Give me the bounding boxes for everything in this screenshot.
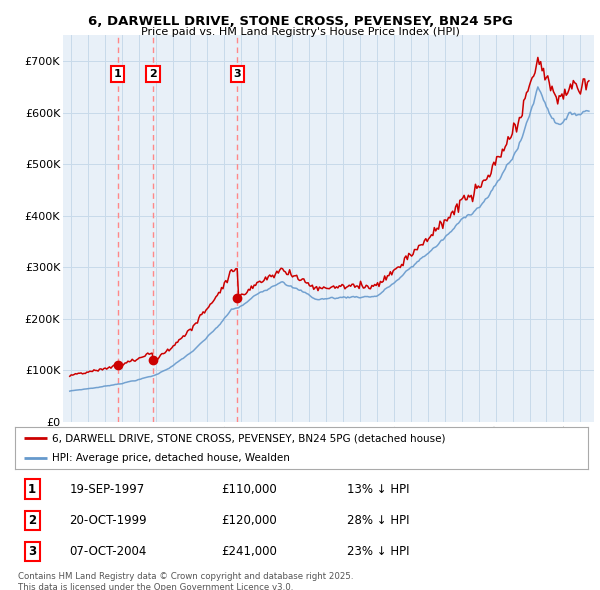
Text: £120,000: £120,000 [221,514,277,527]
Text: 3: 3 [28,545,36,558]
Text: HPI: Average price, detached house, Wealden: HPI: Average price, detached house, Weal… [52,453,290,463]
Text: 19-SEP-1997: 19-SEP-1997 [70,483,145,496]
Text: £110,000: £110,000 [221,483,277,496]
Text: 1: 1 [114,69,122,79]
Text: 1: 1 [28,483,36,496]
Text: 6, DARWELL DRIVE, STONE CROSS, PEVENSEY, BN24 5PG: 6, DARWELL DRIVE, STONE CROSS, PEVENSEY,… [88,15,512,28]
Text: 2: 2 [28,514,36,527]
Text: Price paid vs. HM Land Registry's House Price Index (HPI): Price paid vs. HM Land Registry's House … [140,27,460,37]
Text: 13% ↓ HPI: 13% ↓ HPI [347,483,410,496]
Text: 23% ↓ HPI: 23% ↓ HPI [347,545,410,558]
Text: 28% ↓ HPI: 28% ↓ HPI [347,514,410,527]
Text: 20-OCT-1999: 20-OCT-1999 [70,514,147,527]
Text: 6, DARWELL DRIVE, STONE CROSS, PEVENSEY, BN24 5PG (detached house): 6, DARWELL DRIVE, STONE CROSS, PEVENSEY,… [52,433,446,443]
Text: 3: 3 [233,69,241,79]
Text: Contains HM Land Registry data © Crown copyright and database right 2025.
This d: Contains HM Land Registry data © Crown c… [18,572,353,590]
Text: 07-OCT-2004: 07-OCT-2004 [70,545,147,558]
Text: £241,000: £241,000 [221,545,277,558]
Text: 2: 2 [149,69,157,79]
